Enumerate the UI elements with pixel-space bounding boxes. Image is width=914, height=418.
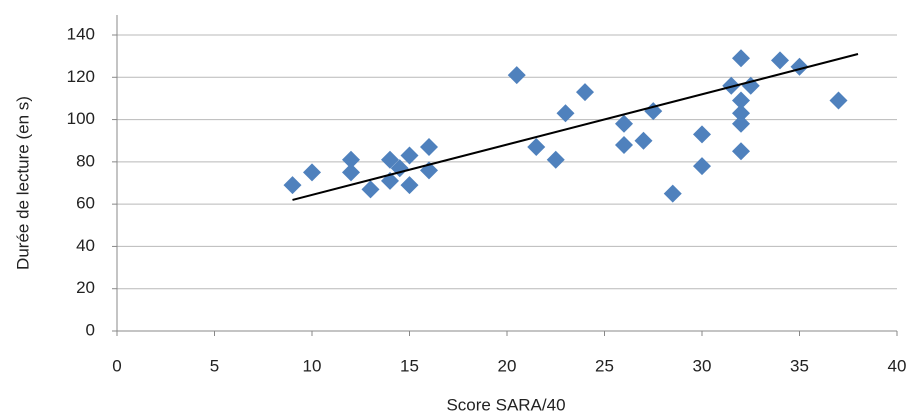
point [420,138,438,157]
point [507,66,526,85]
x-tick-label: 10 [303,356,322,375]
y-tick-label: 140 [67,24,95,43]
y-tick-label: 0 [86,320,95,339]
point [634,131,653,150]
y-tick-label: 60 [76,194,95,213]
y-tick-label: 40 [76,236,95,255]
x-tick-label: 25 [595,356,614,375]
x-tick-label: 15 [400,356,419,375]
y-tick-label: 100 [67,109,95,128]
point [732,104,750,123]
point [663,184,682,203]
point [342,163,360,182]
point [283,176,302,195]
point [732,91,750,110]
y-axis-label: Durée de lecture (en s) [13,96,32,270]
point [361,180,380,199]
point [527,138,546,157]
point [693,157,711,176]
x-tick-label: 0 [112,356,121,375]
point [615,135,633,154]
x-axis-label: Score SARA/40 [446,395,565,414]
point [400,146,419,165]
point [771,51,789,70]
trendline [292,53,859,201]
point [829,91,848,110]
point [303,163,321,182]
point [732,114,750,133]
x-tick-label: 35 [790,356,809,375]
point [693,125,711,144]
point [556,104,575,123]
point [546,150,565,169]
point [342,150,360,169]
x-tick-label: 30 [693,356,712,375]
x-tick-label: 40 [888,356,907,375]
point [732,49,750,68]
y-tick-label: 20 [76,278,95,297]
point [732,142,750,161]
y-tick-label: 120 [67,67,95,86]
point [381,150,399,169]
point [576,83,594,102]
point [615,114,633,133]
y-tick-label: 80 [76,151,95,170]
point [400,176,419,195]
x-tick-label: 20 [498,356,517,375]
x-tick-label: 5 [210,356,219,375]
